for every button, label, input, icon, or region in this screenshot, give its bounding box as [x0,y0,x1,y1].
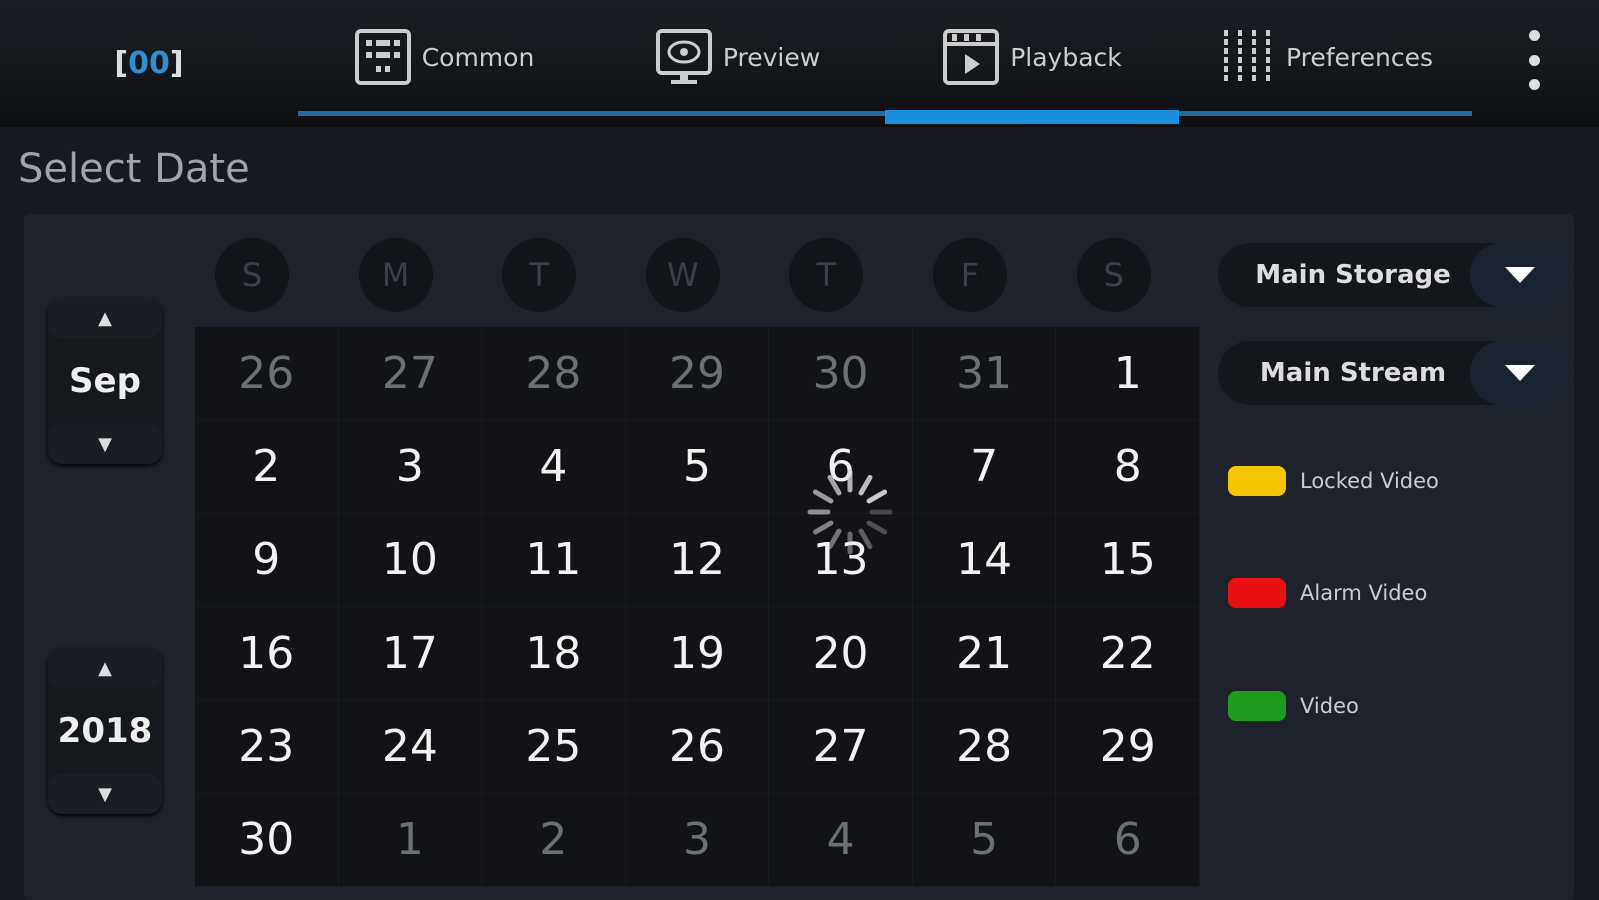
top-nav-bar: [00] Common Preview Playback Preferences [0,0,1599,127]
logo-text: 00 [128,46,170,81]
day-cell[interactable]: 20 [769,607,913,701]
day-cell[interactable]: 29 [625,327,770,421]
year-up-button[interactable]: ▲ [48,648,162,688]
weekday-header: S [215,238,289,312]
weekday-header: W [645,238,720,312]
month-spinner: ▲ Sep ▼ [48,298,162,464]
month-down-button[interactable]: ▼ [48,424,162,464]
day-cell[interactable]: 21 [912,607,1057,701]
day-cell[interactable]: 4 [482,420,626,514]
storage-value: Main Storage [1255,260,1451,290]
day-cell[interactable]: 5 [912,793,1057,887]
legend-swatch [1228,691,1286,721]
channel-logo: [00] [0,0,298,127]
day-cell[interactable]: 31 [912,327,1057,421]
tab-label: Preferences [1285,42,1434,72]
loading-spinner-icon [807,469,893,555]
legend-swatch [1228,578,1286,608]
storage-dropdown[interactable]: Main Storage [1218,243,1570,307]
day-cell[interactable]: 3 [625,793,770,887]
day-cell[interactable]: 12 [625,513,770,607]
legend-label: Alarm Video [1300,581,1428,605]
legend-video: Video [1228,691,1359,721]
month-up-button[interactable]: ▲ [48,298,162,338]
legend-swatch [1228,466,1286,496]
day-cell[interactable]: 14 [912,513,1057,607]
legend-locked-video: Locked Video [1228,466,1439,496]
day-cell[interactable]: 19 [625,607,770,701]
day-cell[interactable]: 29 [1056,700,1200,794]
month-value: Sep [69,361,141,401]
grid-icon [354,29,411,85]
day-cell[interactable]: 3 [338,420,483,514]
day-cell[interactable]: 1 [338,793,483,887]
legend-label: Video [1300,694,1359,718]
calendar-grid: 26 27 28 29 30 31 1 2 3 4 5 6 7 8 9 10 11 12 13 14 15 16 17 18 1… [195,327,1200,887]
day-cell[interactable]: 30 [769,327,913,421]
day-cell[interactable]: 9 [195,513,339,607]
monitor-eye-icon [655,29,712,84]
logo-bracket: ] [169,46,184,81]
year-down-button[interactable]: ▼ [48,774,162,814]
day-cell[interactable]: 11 [482,513,626,607]
day-cell[interactable]: 22 [1056,607,1200,701]
year-spinner: ▲ 2018 ▼ [48,648,162,814]
legend-alarm-video: Alarm Video [1228,578,1427,608]
tab-preview[interactable]: Preview [590,0,885,114]
weekday-header: T [789,238,864,312]
day-cell[interactable]: 23 [195,700,339,794]
stream-dropdown[interactable]: Main Stream [1218,341,1570,405]
day-cell[interactable]: 2 [195,420,339,514]
weekday-header: M [358,238,433,312]
tab-label: Playback [1010,42,1122,72]
more-vertical-icon[interactable] [1520,30,1548,90]
year-value: 2018 [57,711,153,751]
logo-bracket: [ [114,46,129,81]
tab-playback[interactable]: Playback [885,0,1179,114]
day-cell[interactable]: 30 [195,793,339,887]
legend-label: Locked Video [1300,469,1439,493]
tab-common[interactable]: Common [298,0,590,114]
day-cell[interactable]: 16 [195,607,339,701]
day-cell[interactable]: 26 [625,700,770,794]
day-cell[interactable]: 2 [482,793,626,887]
day-cell[interactable]: 24 [338,700,483,794]
day-cell[interactable]: 27 [338,327,483,421]
stream-value: Main Stream [1259,358,1447,388]
day-cell[interactable]: 8 [1056,420,1200,514]
clapperboard-play-icon [943,29,1000,85]
active-tab-indicator [885,110,1179,124]
day-cell[interactable]: 7 [912,420,1057,514]
day-cell[interactable]: 13 [769,513,913,607]
day-cell[interactable]: 1 [1056,327,1200,421]
day-cell[interactable]: 28 [482,327,626,421]
day-cell[interactable]: 26 [195,327,339,421]
day-cell[interactable]: 4 [769,793,913,887]
weekday-header: S [1076,238,1151,312]
tab-preferences[interactable]: Preferences [1179,0,1472,114]
day-cell[interactable]: 28 [912,700,1057,794]
day-cell[interactable]: 5 [625,420,770,514]
chevron-down-icon[interactable] [1470,341,1570,405]
weekday-header: T [502,238,577,312]
day-cell[interactable]: 27 [769,700,913,794]
day-cell[interactable]: 6 [1056,793,1200,887]
chevron-down-icon[interactable] [1470,243,1570,307]
day-cell[interactable]: 17 [338,607,483,701]
day-cell[interactable]: 25 [482,700,626,794]
tab-label: Common [421,42,535,72]
sliders-icon [1223,30,1270,84]
day-cell[interactable]: 18 [482,607,626,701]
day-cell[interactable]: 10 [338,513,483,607]
tab-label: Preview [722,42,821,72]
weekday-header: F [933,238,1007,312]
page-title: Select Date [18,146,250,192]
day-cell[interactable]: 15 [1056,513,1200,607]
